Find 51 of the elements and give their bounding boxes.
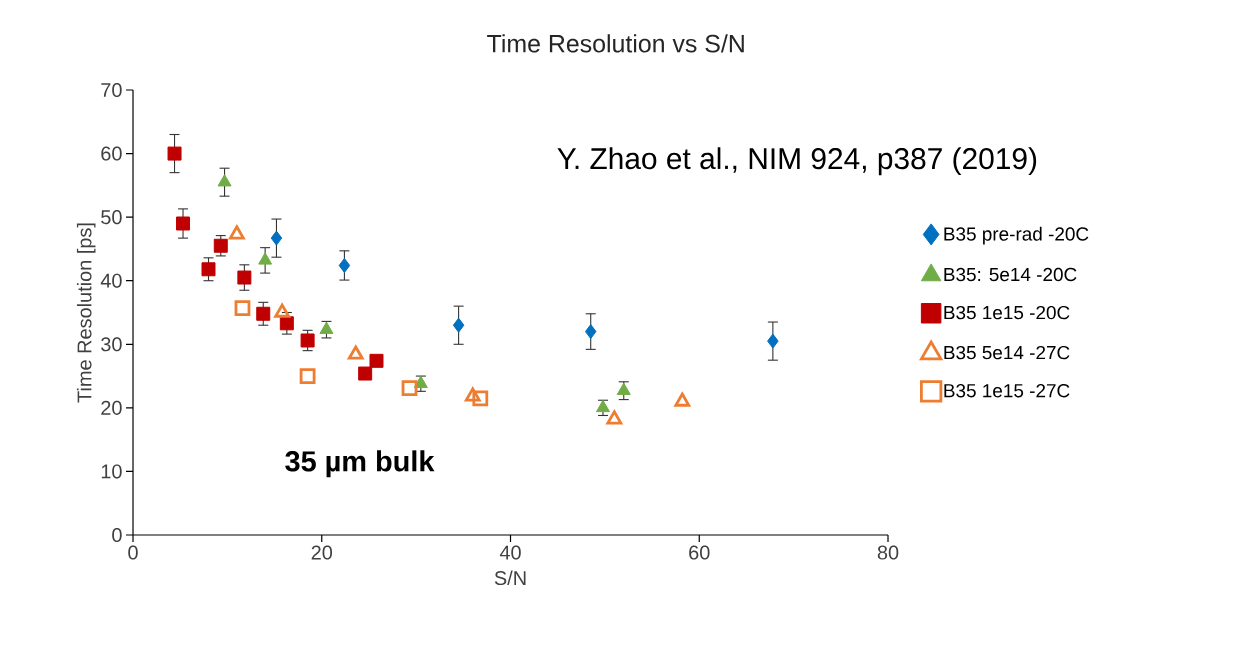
point: [606, 410, 623, 425]
x-tick-label: 80: [877, 545, 899, 560]
point: [369, 353, 384, 368]
y-tick-label: 50: [101, 210, 122, 225]
point: [167, 146, 182, 161]
point: [584, 324, 597, 340]
legend-label: B35 1e15 -20C: [944, 305, 1070, 320]
point: [217, 174, 232, 187]
point: [256, 306, 271, 321]
x-tick-label: 20: [311, 545, 333, 560]
point: [176, 216, 191, 231]
chart-title: Time Resolution vs S/N: [487, 34, 744, 53]
legend-label: B35 5e14 -27C: [944, 345, 1070, 360]
x-tick-label: 60: [689, 545, 710, 560]
y-tick-label: 10: [101, 464, 122, 479]
y-tick-label: 60: [101, 146, 122, 161]
point: [452, 317, 465, 333]
point: [279, 316, 294, 331]
x-tick-label: 0: [128, 545, 138, 560]
y-tick-label: 0: [112, 527, 122, 543]
annotation: Y. Zhao et al., NIM 924, p387 (2019): [557, 147, 1037, 176]
point: [228, 225, 245, 240]
point: [401, 380, 418, 397]
point: [258, 252, 273, 265]
y-tick-label: 70: [101, 82, 122, 98]
point: [270, 230, 283, 246]
point: [299, 368, 316, 384]
point: [338, 257, 351, 273]
point: [274, 303, 291, 318]
y-tick-label: 30: [101, 337, 122, 352]
point: [674, 392, 691, 407]
point: [347, 345, 364, 360]
point: [596, 399, 610, 413]
point: [472, 390, 489, 407]
x-tick-label: 40: [499, 545, 521, 560]
x-axis-title: S/N: [494, 570, 526, 586]
annotation: 35 µm bulk: [285, 450, 435, 478]
y-tick-label: 40: [100, 273, 122, 288]
point: [464, 387, 481, 402]
y-tick-label: 20: [101, 400, 122, 415]
legend-label: B35: 5e14 -20C: [944, 267, 1077, 282]
point: [237, 270, 252, 285]
y-axis-title: Time Resolution [ps]: [76, 223, 96, 403]
point: [300, 333, 315, 348]
point: [234, 300, 251, 316]
legend-label: B35 pre-rad -20C: [944, 226, 1089, 245]
point: [767, 333, 779, 349]
legend-label: B35 1e15 -27C: [944, 383, 1070, 398]
point: [201, 262, 216, 277]
point: [358, 366, 373, 381]
point: [213, 238, 228, 253]
